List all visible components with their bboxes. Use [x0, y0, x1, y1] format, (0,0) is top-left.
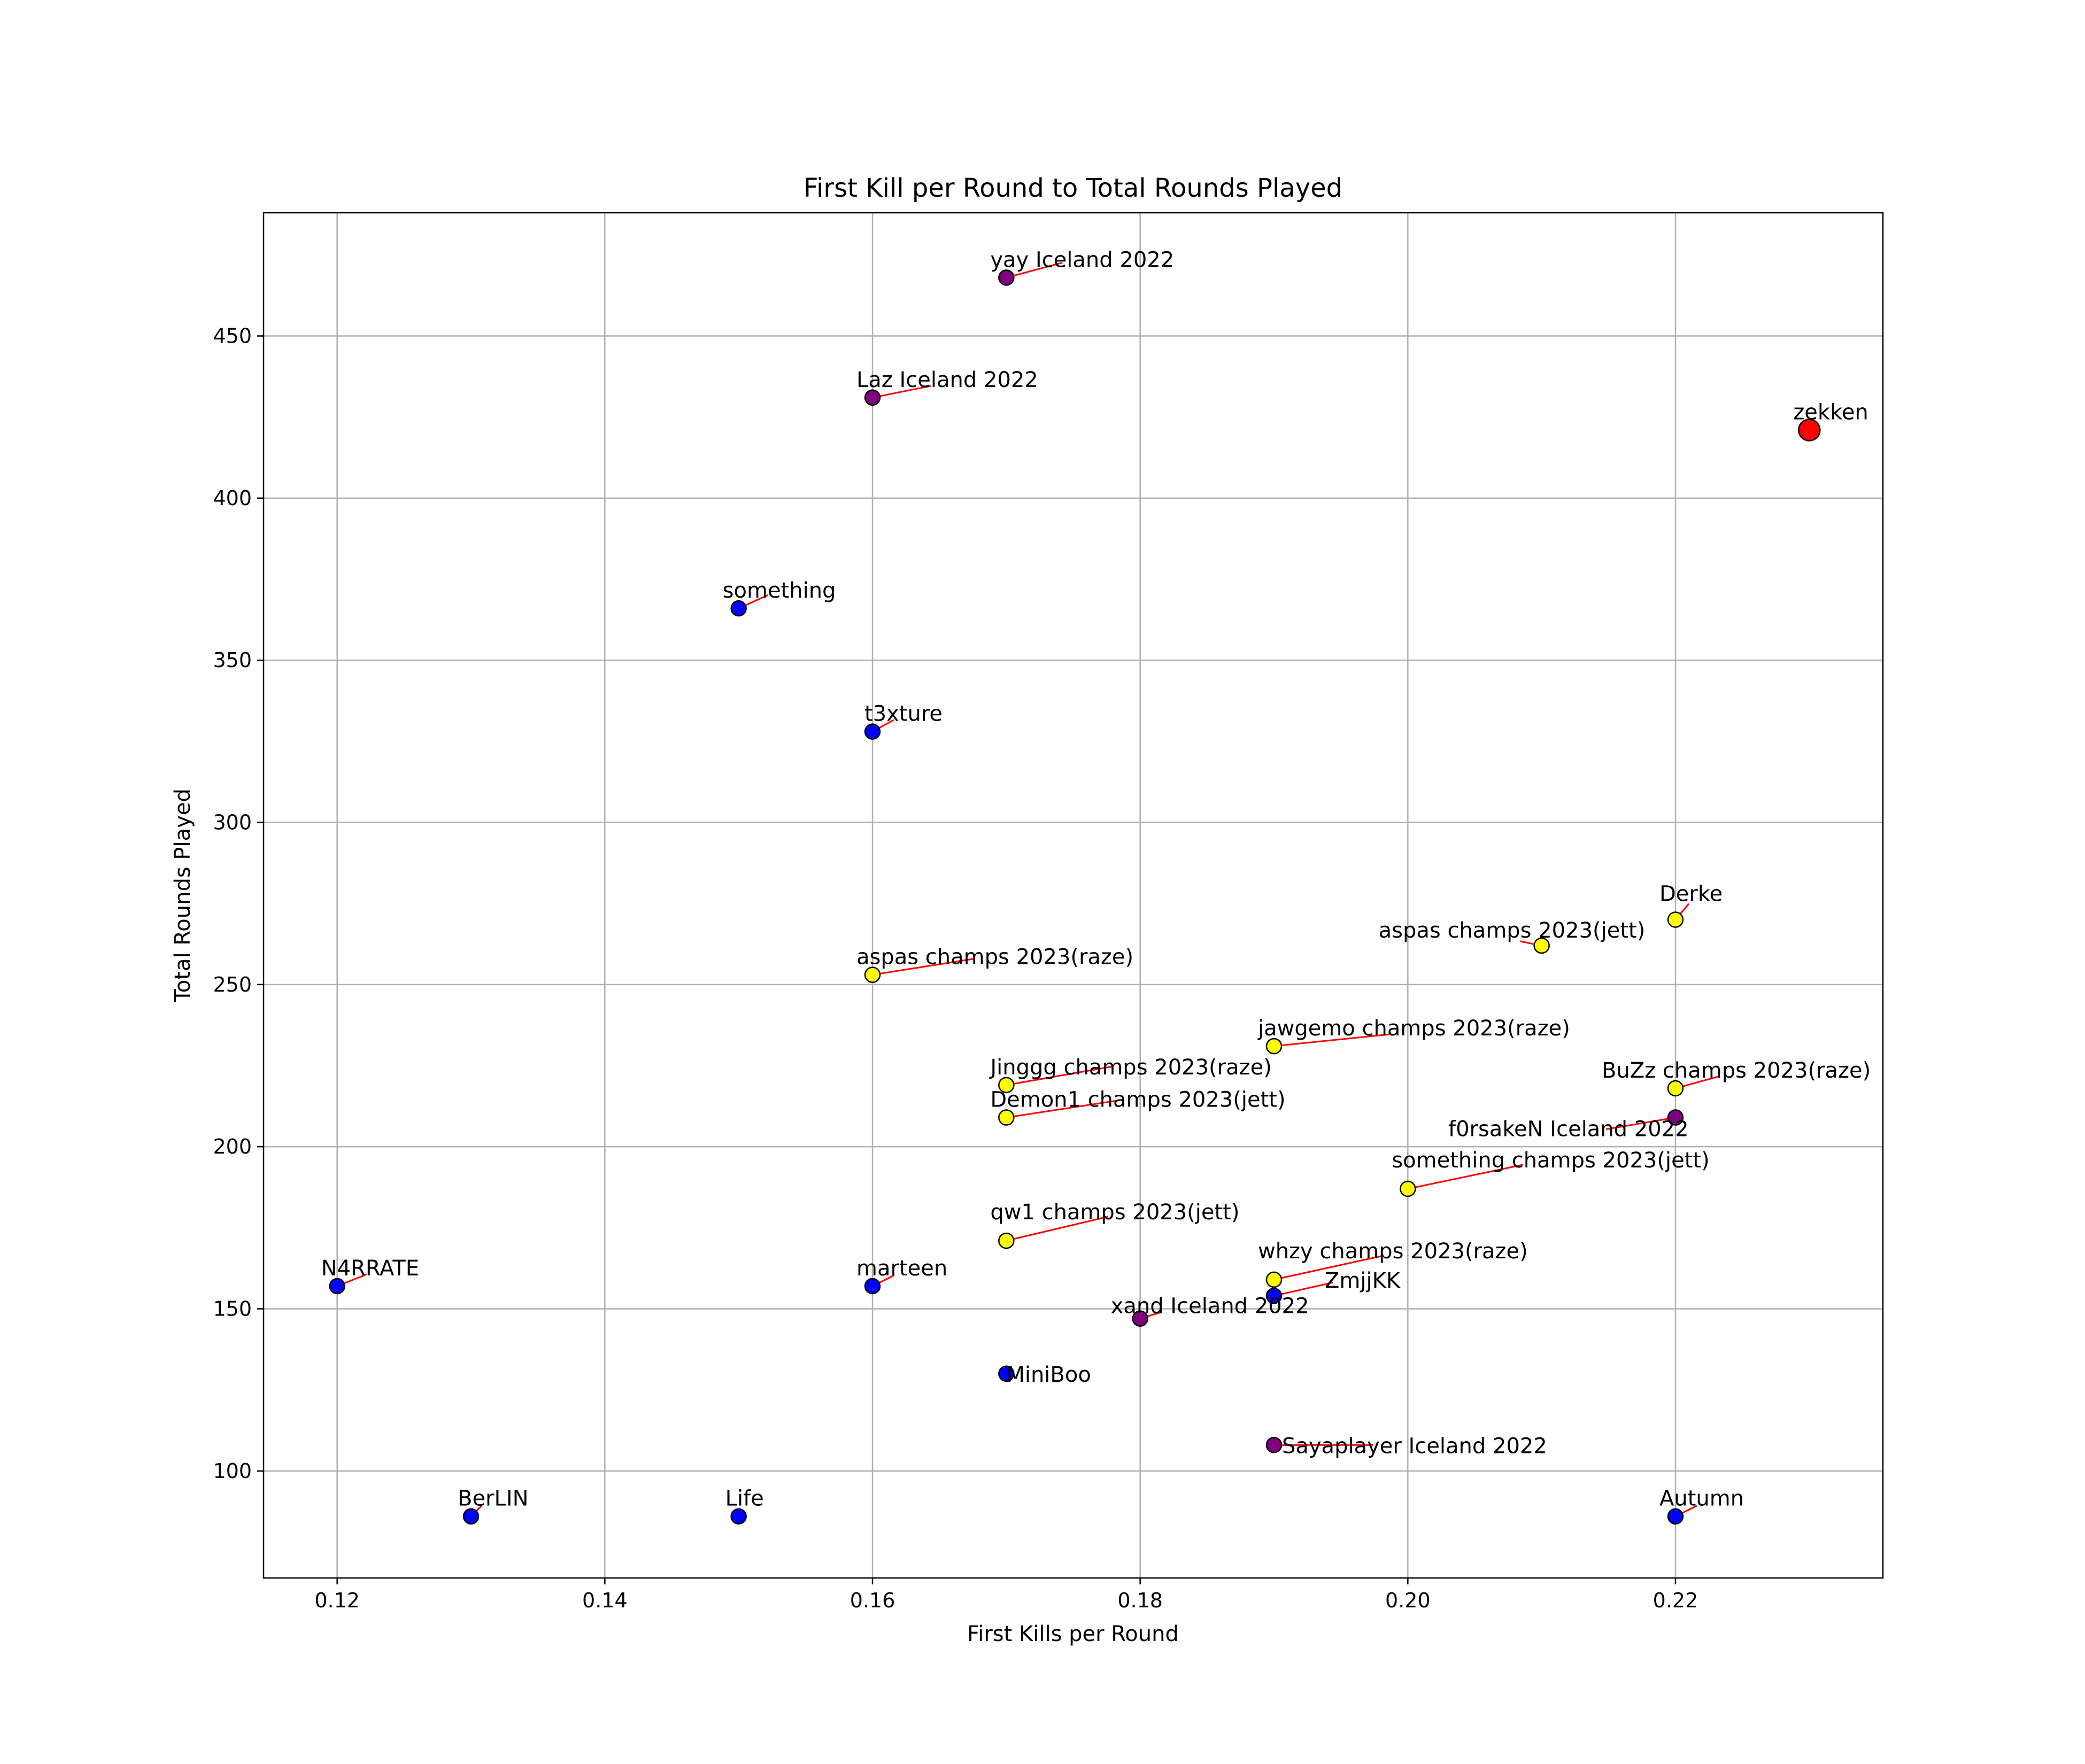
label-connector-aspas-champs-2023-raze — [872, 958, 975, 976]
label-connector-jawgemo-champs-2023-raze — [1273, 1033, 1389, 1047]
data-point-f0rsaken-iceland-2022 — [1667, 1109, 1684, 1126]
x-axis-label: First Kills per Round — [967, 1622, 1179, 1646]
axis-ticks: 0.12 0.14 0.16 0.18 0.20 0.22 100 150 200 250 300 3… — [213, 324, 1698, 1612]
data-point-aspas-champs-2023-raze — [864, 966, 881, 983]
data-point-derke — [1667, 911, 1684, 928]
point-label-something: something — [723, 578, 836, 603]
y-axis-label: Total Rounds Played — [171, 788, 195, 1003]
point-label-autumn: Autumn — [1659, 1487, 1744, 1511]
point-label-whzy-champs-2023-raze: whzy champs 2023(raze) — [1258, 1239, 1528, 1264]
x-tick-label: 0.12 — [314, 1589, 360, 1612]
data-point-something — [730, 600, 747, 617]
data-point-jinggg-champs-2023-raze — [998, 1077, 1015, 1094]
point-label-something-champs-2023-jett: something champs 2023(jett) — [1392, 1148, 1709, 1173]
point-label-life: Life — [725, 1487, 764, 1511]
data-points — [329, 269, 1821, 1525]
data-point-xand-iceland-2022 — [1132, 1310, 1148, 1327]
data-point-sayaplayer-iceland-2022 — [1265, 1437, 1283, 1453]
label-connector-jinggg-champs-2023-raze — [1006, 1065, 1114, 1086]
grid — [264, 213, 1883, 1578]
y-tick-label: 250 — [213, 973, 252, 996]
data-point-demon1-champs-2023-jett — [998, 1109, 1015, 1126]
x-tick-label: 0.22 — [1653, 1589, 1698, 1612]
point-label-marteen: marteen — [856, 1256, 947, 1281]
label-connector-qw1-champs-2023-jett — [1006, 1216, 1108, 1242]
label-connectors — [337, 261, 1719, 1518]
point-label-laz-iceland-2022: Laz Iceland 2022 — [856, 368, 1038, 392]
data-point-yay-iceland-2022 — [998, 269, 1015, 286]
x-tick-label: 0.18 — [1117, 1589, 1163, 1612]
data-point-qw1-champs-2023-jett — [998, 1232, 1015, 1249]
label-connector-demon1-champs-2023-jett — [1006, 1100, 1119, 1119]
y-tick-label: 100 — [213, 1459, 252, 1483]
y-tick-label: 200 — [213, 1135, 252, 1158]
data-point-n4rrate — [329, 1278, 345, 1295]
data-point-aspas-champs-2023-jett — [1533, 937, 1550, 954]
point-label-buzz-champs-2023-raze: BuZz champs 2023(raze) — [1602, 1058, 1871, 1083]
data-point-buzz-champs-2023-raze — [1667, 1080, 1684, 1097]
point-label-derke: Derke — [1659, 881, 1723, 906]
data-point-zmjjkk — [1265, 1287, 1283, 1304]
y-tick-label: 400 — [213, 486, 252, 510]
data-point-t3xture — [864, 723, 881, 740]
x-tick-label: 0.16 — [850, 1589, 895, 1612]
point-labels: yay Iceland 2022 Laz Iceland 2022 zekken so… — [321, 247, 1871, 1511]
y-tick-label: 450 — [213, 324, 252, 348]
data-point-marteen — [864, 1278, 881, 1295]
data-point-whzy-champs-2023-raze — [1265, 1271, 1283, 1288]
point-label-aspas-champs-2023-raze: aspas champs 2023(raze) — [856, 945, 1133, 970]
label-connector-laz-iceland-2022 — [872, 385, 932, 399]
label-connector-yay-iceland-2022 — [1006, 261, 1063, 278]
x-tick-label: 0.14 — [582, 1589, 628, 1612]
point-label-jinggg-champs-2023-raze: Jinggg champs 2023(raze) — [989, 1055, 1271, 1080]
point-label-miniboo: MiniBoo — [1006, 1363, 1091, 1387]
label-connector-zmjjkk — [1273, 1281, 1333, 1297]
data-point-autumn — [1667, 1508, 1684, 1525]
point-label-aspas-champs-2023-jett: aspas champs 2023(jett) — [1379, 918, 1646, 943]
data-point-berlin — [462, 1508, 480, 1525]
point-label-yay-iceland-2022: yay Iceland 2022 — [990, 247, 1174, 272]
y-tick-label: 150 — [213, 1297, 252, 1320]
y-tick-label: 350 — [213, 648, 252, 672]
point-label-f0rsaken-iceland-2022: f0rsakeN Iceland 2022 — [1448, 1117, 1689, 1142]
label-connector-something-champs-2023-jett — [1408, 1164, 1523, 1190]
data-point-miniboo — [998, 1365, 1015, 1382]
point-label-t3xture: t3xture — [864, 702, 943, 726]
label-connector-f0rsaken-iceland-2022 — [1605, 1117, 1676, 1131]
point-label-xand-iceland-2022: xand Iceland 2022 — [1111, 1294, 1309, 1319]
point-label-berlin: BerLIN — [458, 1487, 529, 1511]
label-connector-whzy-champs-2023-raze — [1273, 1255, 1384, 1281]
point-label-demon1-champs-2023-jett: Demon1 champs 2023(jett) — [990, 1088, 1285, 1112]
point-label-zekken: zekken — [1793, 400, 1868, 424]
data-point-life — [730, 1508, 747, 1525]
data-point-jawgemo-champs-2023-raze — [1265, 1038, 1283, 1055]
point-label-jawgemo-champs-2023-raze: jawgemo champs 2023(raze) — [1257, 1016, 1570, 1041]
x-tick-label: 0.20 — [1385, 1589, 1431, 1612]
chart-title: First Kill per Round to Total Rounds Pla… — [804, 173, 1342, 203]
point-label-qw1-champs-2023-jett: qw1 champs 2023(jett) — [990, 1200, 1239, 1225]
data-point-laz-iceland-2022 — [864, 389, 881, 406]
y-tick-label: 300 — [213, 811, 252, 834]
point-label-sayaplayer-iceland-2022: Sayaplayer Iceland 2022 — [1282, 1434, 1547, 1458]
plot-area-frame — [262, 212, 1884, 1579]
data-point-zekken — [1798, 419, 1821, 442]
data-point-something-champs-2023-jett — [1400, 1180, 1416, 1197]
point-label-n4rrate: N4RRATE — [321, 1256, 419, 1281]
point-label-zmjjkk: ZmjjKK — [1325, 1268, 1401, 1293]
